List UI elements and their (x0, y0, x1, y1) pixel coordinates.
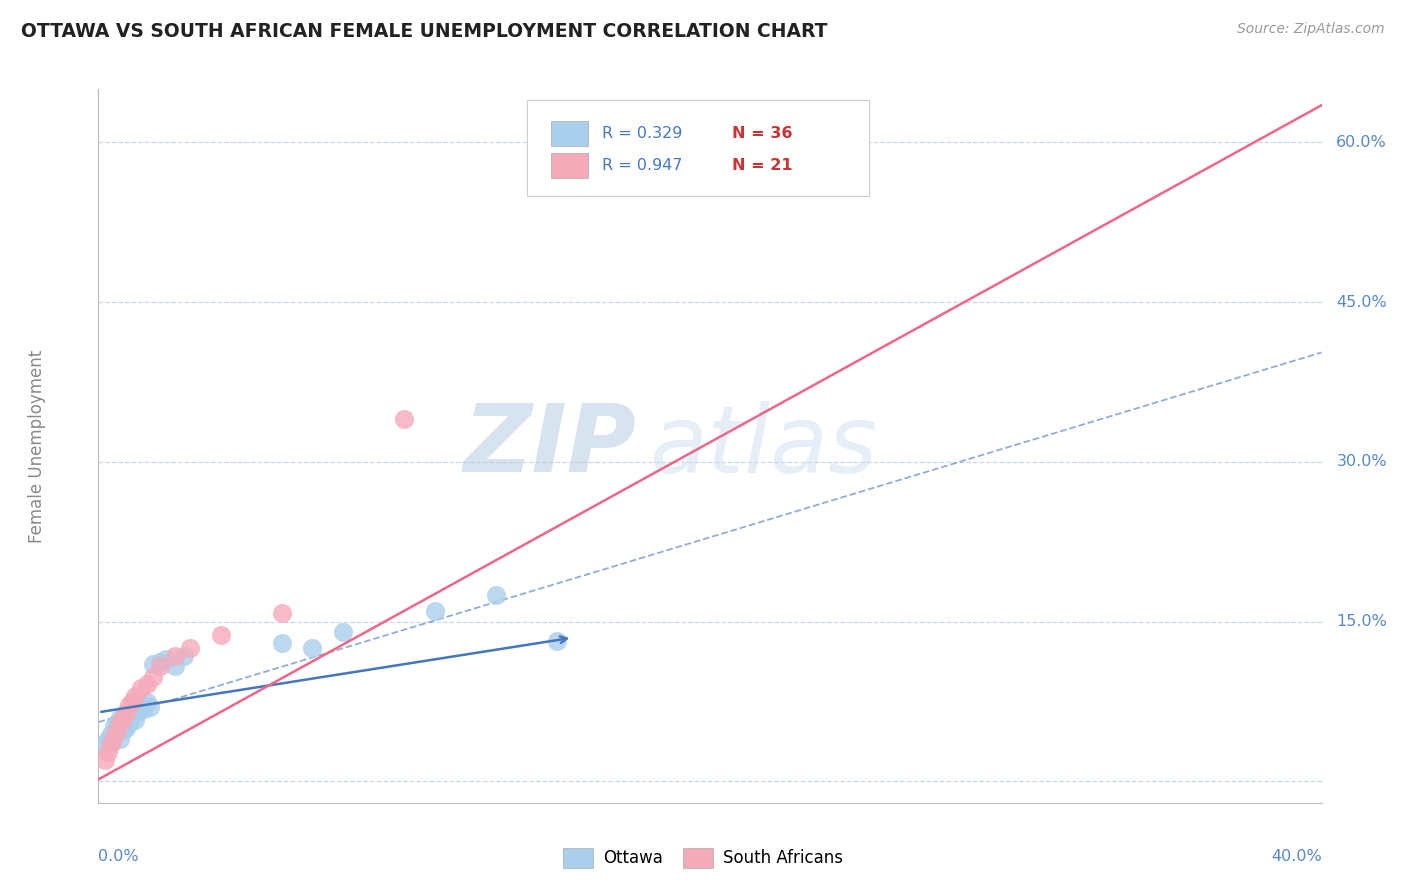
Point (209, 627, 232, 641)
Text: 30.0%: 30.0% (1336, 455, 1386, 469)
Point (124, 690, 146, 704)
Point (173, 648, 195, 663)
Legend: Ottawa, South Africans: Ottawa, South Africans (557, 841, 849, 875)
Point (134, 702, 156, 716)
Text: R = 0.947: R = 0.947 (602, 158, 683, 173)
Text: 45.0%: 45.0% (1336, 294, 1388, 310)
Point (118, 698, 141, 712)
Point (93, 737, 115, 751)
Point (179, 641, 201, 656)
FancyBboxPatch shape (526, 100, 869, 196)
Point (485, 588, 508, 602)
Point (105, 715, 128, 730)
Point (111, 723, 134, 738)
Point (270, 636, 292, 650)
Text: R = 0.329: R = 0.329 (602, 126, 683, 141)
Point (103, 730, 125, 744)
Point (100, 737, 122, 751)
Point (124, 700, 146, 714)
Text: OTTAWA VS SOUTH AFRICAN FEMALE UNEMPLOYMENT CORRELATION CHART: OTTAWA VS SOUTH AFRICAN FEMALE UNEMPLOYM… (21, 22, 828, 41)
Point (163, 648, 186, 663)
Text: 15.0%: 15.0% (1336, 615, 1388, 629)
Point (301, 641, 323, 656)
Point (155, 652, 177, 666)
Point (149, 655, 172, 669)
Point (108, 715, 131, 730)
Point (127, 706, 149, 720)
Bar (551, 153, 588, 178)
Point (111, 710, 134, 724)
Point (93, 753, 115, 767)
Point (136, 676, 159, 690)
Point (108, 719, 131, 733)
Point (139, 700, 162, 714)
Text: ZIP: ZIP (464, 400, 637, 492)
Point (97, 731, 120, 746)
Point (108, 731, 131, 746)
Point (100, 734, 122, 748)
Point (103, 730, 125, 744)
Point (100, 726, 122, 740)
Point (121, 702, 143, 716)
Point (129, 698, 152, 712)
Point (108, 710, 131, 724)
Point (97, 745, 120, 759)
Point (121, 695, 143, 709)
Point (111, 713, 134, 727)
Point (332, 625, 354, 640)
Text: 40.0%: 40.0% (1271, 849, 1322, 864)
Point (115, 708, 138, 723)
Text: 0.0%: 0.0% (98, 849, 139, 864)
Point (118, 715, 141, 730)
Point (103, 719, 125, 733)
Point (270, 606, 292, 620)
Point (142, 670, 165, 684)
Point (423, 604, 446, 618)
Point (546, 634, 568, 648)
Point (115, 706, 138, 720)
Point (115, 721, 138, 735)
Text: Source: ZipAtlas.com: Source: ZipAtlas.com (1237, 22, 1385, 37)
Point (576, 178, 599, 192)
Point (124, 713, 146, 727)
Point (118, 706, 141, 720)
Point (149, 659, 172, 673)
Point (163, 659, 186, 673)
Text: atlas: atlas (648, 401, 877, 491)
Point (136, 695, 159, 709)
Text: N = 36: N = 36 (733, 126, 793, 141)
Text: 60.0%: 60.0% (1336, 135, 1388, 150)
Point (129, 681, 152, 695)
Point (105, 723, 128, 738)
Point (392, 412, 416, 426)
Bar (551, 121, 588, 146)
Point (142, 657, 165, 672)
Point (105, 723, 128, 738)
Text: Female Unemployment: Female Unemployment (28, 350, 46, 542)
Text: N = 21: N = 21 (733, 158, 793, 173)
